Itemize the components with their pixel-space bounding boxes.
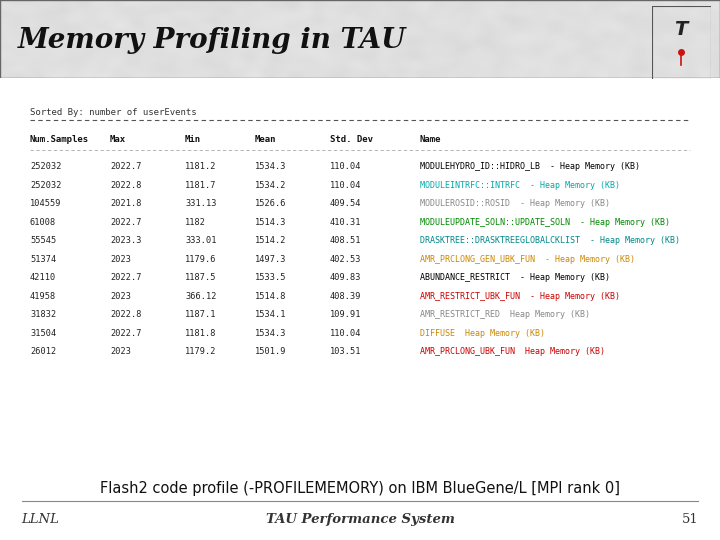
Text: MODULEUPDATE_SOLN::UPDATE_SOLN  - Heap Memory (KB): MODULEUPDATE_SOLN::UPDATE_SOLN - Heap Me…	[420, 218, 670, 227]
Text: 1181.2: 1181.2	[185, 163, 217, 171]
Text: Mean: Mean	[255, 136, 276, 144]
Text: Std. Dev: Std. Dev	[330, 136, 373, 144]
Text: Sorted By: number of userEvents: Sorted By: number of userEvents	[30, 109, 197, 117]
Text: 110.04: 110.04	[330, 163, 361, 171]
Text: 2022.8: 2022.8	[110, 310, 142, 319]
Text: 2021.8: 2021.8	[110, 199, 142, 208]
Text: 31504: 31504	[30, 329, 56, 338]
Text: 410.31: 410.31	[330, 218, 361, 227]
Text: 333.01: 333.01	[185, 237, 217, 245]
Text: Num.Samples: Num.Samples	[30, 136, 89, 144]
Text: Flash2 code profile (-PROFILEMEMORY) on IBM BlueGene/L [MPI rank 0]: Flash2 code profile (-PROFILEMEMORY) on …	[100, 481, 620, 496]
Text: 1187.5: 1187.5	[185, 273, 217, 282]
Text: 1534.2: 1534.2	[255, 181, 287, 190]
Text: TAU Performance System: TAU Performance System	[266, 513, 454, 526]
Text: 2023: 2023	[110, 347, 131, 356]
Text: Memory Profiling in TAU: Memory Profiling in TAU	[18, 27, 406, 54]
Text: Name: Name	[420, 136, 441, 144]
Text: AMR_PRCLONG_UBK_FUN  Heap Memory (KB): AMR_PRCLONG_UBK_FUN Heap Memory (KB)	[420, 347, 605, 356]
Text: 51: 51	[682, 513, 698, 526]
Text: 408.51: 408.51	[330, 237, 361, 245]
Text: 402.53: 402.53	[330, 255, 361, 264]
Text: AMR_RESTRICT_UBK_FUN  - Heap Memory (KB): AMR_RESTRICT_UBK_FUN - Heap Memory (KB)	[420, 292, 620, 301]
Text: T: T	[675, 21, 688, 39]
Text: 1514.3: 1514.3	[255, 218, 287, 227]
Text: 1497.3: 1497.3	[255, 255, 287, 264]
Text: 1182: 1182	[185, 218, 206, 227]
Text: 1179.2: 1179.2	[185, 347, 217, 356]
Text: 1181.8: 1181.8	[185, 329, 217, 338]
Text: Max: Max	[110, 136, 126, 144]
Text: 408.39: 408.39	[330, 292, 361, 301]
Text: 2022.7: 2022.7	[110, 273, 142, 282]
Text: 1514.8: 1514.8	[255, 292, 287, 301]
Text: 1534.3: 1534.3	[255, 329, 287, 338]
Text: 2023: 2023	[110, 292, 131, 301]
Text: 1181.7: 1181.7	[185, 181, 217, 190]
Text: 2022.7: 2022.7	[110, 163, 142, 171]
Text: AMR_RESTRICT_RED  Heap Memory (KB): AMR_RESTRICT_RED Heap Memory (KB)	[420, 310, 590, 319]
Text: 55545: 55545	[30, 237, 56, 245]
Text: 331.13: 331.13	[185, 199, 217, 208]
Text: DIFFUSE  Heap Memory (KB): DIFFUSE Heap Memory (KB)	[420, 329, 545, 338]
Text: 41958: 41958	[30, 292, 56, 301]
Text: ABUNDANCE_RESTRICT  - Heap Memory (KB): ABUNDANCE_RESTRICT - Heap Memory (KB)	[420, 273, 610, 282]
Text: LLNL: LLNL	[22, 513, 60, 526]
Text: 51374: 51374	[30, 255, 56, 264]
Text: 26012: 26012	[30, 347, 56, 356]
Text: 109.91: 109.91	[330, 310, 361, 319]
Text: 2022.7: 2022.7	[110, 218, 142, 227]
Text: 1501.9: 1501.9	[255, 347, 287, 356]
Text: 1526.6: 1526.6	[255, 199, 287, 208]
Text: MODULEROSID::ROSID  - Heap Memory (KB): MODULEROSID::ROSID - Heap Memory (KB)	[420, 199, 610, 208]
Text: 2022.8: 2022.8	[110, 181, 142, 190]
Text: 409.83: 409.83	[330, 273, 361, 282]
Text: 1187.1: 1187.1	[185, 310, 217, 319]
Text: 409.54: 409.54	[330, 199, 361, 208]
Text: Min: Min	[185, 136, 201, 144]
Text: 61008: 61008	[30, 218, 56, 227]
Text: 104559: 104559	[30, 199, 61, 208]
Text: 1514.2: 1514.2	[255, 237, 287, 245]
Text: 2023: 2023	[110, 255, 131, 264]
Text: 2023.3: 2023.3	[110, 237, 142, 245]
Text: 252032: 252032	[30, 163, 61, 171]
Text: 2022.7: 2022.7	[110, 329, 142, 338]
Text: 252032: 252032	[30, 181, 61, 190]
Text: 1534.3: 1534.3	[255, 163, 287, 171]
Text: 366.12: 366.12	[185, 292, 217, 301]
Text: 103.51: 103.51	[330, 347, 361, 356]
Text: 31832: 31832	[30, 310, 56, 319]
Text: 110.04: 110.04	[330, 181, 361, 190]
Text: 1179.6: 1179.6	[185, 255, 217, 264]
Text: DRASKTREE::DRASKTREEGLOBALCKLIST  - Heap Memory (KB): DRASKTREE::DRASKTREEGLOBALCKLIST - Heap …	[420, 237, 680, 245]
Text: 1533.5: 1533.5	[255, 273, 287, 282]
Text: MODULEINTRFC::INTRFC  - Heap Memory (KB): MODULEINTRFC::INTRFC - Heap Memory (KB)	[420, 181, 620, 190]
Text: AMR_PRCLONG_GEN_UBK_FUN  - Heap Memory (KB): AMR_PRCLONG_GEN_UBK_FUN - Heap Memory (K…	[420, 255, 635, 264]
Text: 1534.1: 1534.1	[255, 310, 287, 319]
Text: MODULEHYDRO_ID::HIDRO_LB  - Heap Memory (KB): MODULEHYDRO_ID::HIDRO_LB - Heap Memory (…	[420, 163, 640, 171]
Text: 110.04: 110.04	[330, 329, 361, 338]
Text: 42110: 42110	[30, 273, 56, 282]
